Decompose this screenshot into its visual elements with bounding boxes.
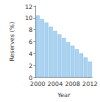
svg-text:12: 12 [25, 3, 33, 10]
svg-text:2012: 2012 [82, 80, 97, 87]
svg-text:4: 4 [29, 50, 33, 57]
svg-text:0: 0 [28, 73, 33, 81]
svg-text:Reserves (%): Reserves (%) [8, 22, 15, 62]
svg-text:8: 8 [29, 26, 33, 33]
svg-text:2000: 2000 [30, 80, 45, 87]
svg-text:2008: 2008 [65, 80, 80, 87]
svg-text:2: 2 [29, 62, 33, 69]
svg-text:Year: Year [56, 91, 70, 98]
svg-text:2004: 2004 [47, 80, 62, 87]
svg-text:10: 10 [25, 14, 33, 21]
svg-text:6: 6 [29, 38, 33, 45]
